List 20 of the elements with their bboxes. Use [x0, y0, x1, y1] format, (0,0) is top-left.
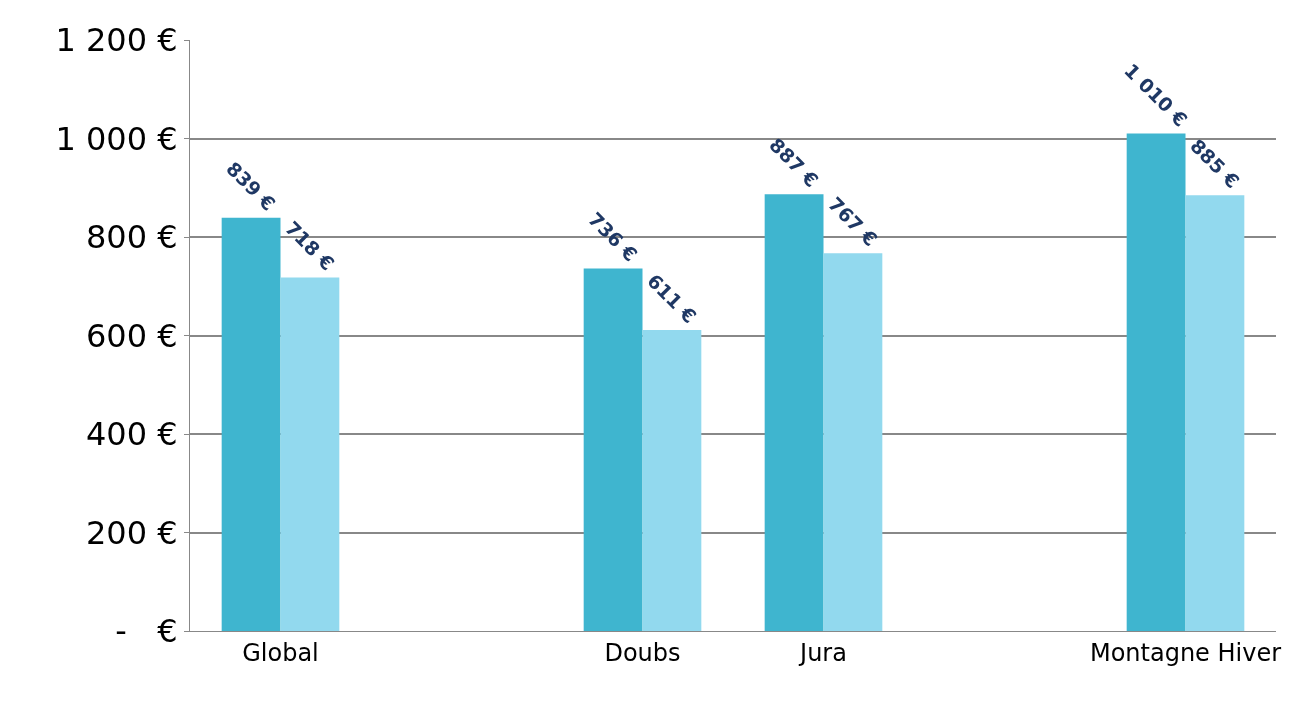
- x-tick-label: Global: [242, 638, 319, 667]
- y-tick-label: 800 €: [85, 218, 178, 257]
- y-tick-label: 600 €: [85, 316, 178, 355]
- bar: [1185, 195, 1245, 631]
- bar: [642, 330, 702, 631]
- x-tick-label: Jura: [798, 638, 847, 667]
- data-label: 887 €: [765, 133, 823, 192]
- bar: [1126, 133, 1186, 631]
- x-tick-label: Montagne Hiver: [1089, 638, 1282, 667]
- x-tick-label: Doubs: [604, 638, 681, 667]
- bar: [764, 194, 824, 631]
- bar: [221, 217, 281, 631]
- y-tick-label: 1 000 €: [55, 119, 178, 158]
- y-tick-label: 1 200 €: [55, 21, 178, 60]
- bar: [583, 268, 643, 631]
- y-tick-label: 200 €: [85, 513, 178, 552]
- bar: [823, 253, 883, 631]
- y-tick-label: - €: [115, 612, 178, 651]
- bar: [280, 277, 340, 631]
- y-tick-label: 400 €: [85, 415, 178, 454]
